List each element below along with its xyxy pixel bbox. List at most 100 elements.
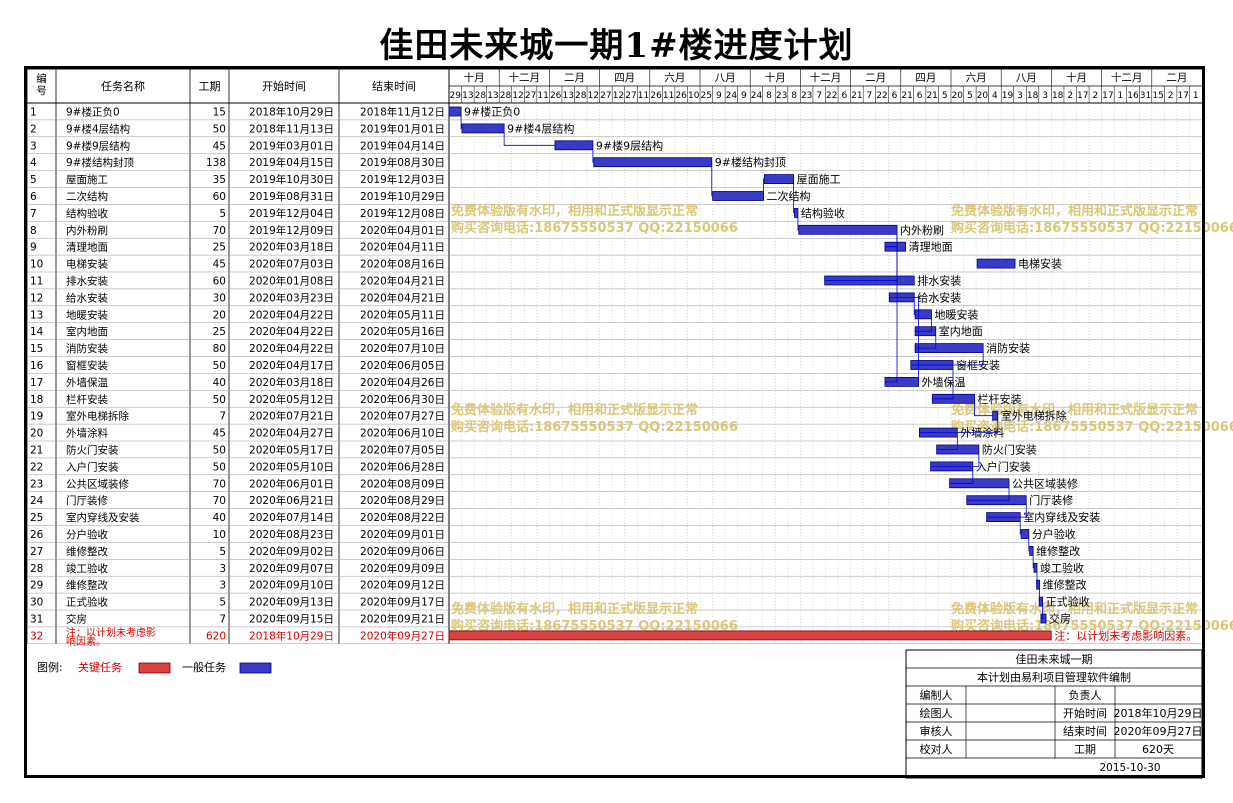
row-end: 2018年11月12日 (360, 106, 445, 119)
row-duration: 50 (213, 461, 226, 473)
row-end: 2019年08月30日 (360, 156, 445, 169)
row-name: 防火门安装 (66, 444, 119, 457)
row-name: 窗框安装 (66, 359, 108, 372)
row-start: 2019年04月15日 (249, 156, 334, 169)
row-id: 25 (30, 512, 43, 524)
week-day-label: 10 (688, 91, 700, 101)
info-software: 本计划由易利项目管理软件编制 (977, 670, 1131, 684)
row-start: 2020年09月07日 (249, 562, 334, 575)
week-day-label: 1 (1118, 91, 1124, 101)
row-start: 2020年03月18日 (249, 376, 334, 389)
dependency-link (884, 234, 898, 383)
dependency-link (930, 454, 980, 467)
row-start: 2020年08月23日 (249, 528, 334, 541)
row-name: 电梯安装 (66, 258, 108, 271)
row-name: 消防安装 (66, 342, 108, 355)
row-duration: 70 (213, 495, 226, 507)
row-id: 23 (30, 478, 43, 490)
dependency-link (910, 352, 984, 366)
row-start: 2019年10月30日 (249, 173, 334, 186)
row-id: 20 (30, 428, 43, 440)
row-id: 17 (30, 377, 43, 389)
week-day-label: 18 (1027, 91, 1039, 101)
week-day-label: 27 (600, 91, 611, 101)
week-day-label: 21 (851, 91, 862, 101)
task-bar-label: 室内穿线及安装 (1023, 510, 1100, 524)
dependency-link (919, 420, 999, 434)
row-id: 13 (30, 309, 43, 321)
row-start: 2020年09月15日 (249, 613, 334, 626)
task-bar-label: 给水安装 (917, 290, 961, 304)
row-end: 2020年06月30日 (360, 393, 445, 406)
row-start: 2019年08月31日 (249, 190, 334, 203)
dependency-link (1028, 538, 1030, 552)
watermark-line2: 购买咨询电话:18675550537 QQ:22150066 (451, 618, 738, 634)
row-name: 地暖安装 (66, 308, 108, 321)
week-day-label: 12 (512, 91, 523, 101)
header-name: 任务名称 (101, 79, 145, 93)
month-label: 十月 (1066, 71, 1087, 84)
row-start: 2020年09月13日 (249, 596, 334, 609)
row-id: 32 (30, 630, 43, 642)
week-day-label: 16 (1127, 91, 1139, 101)
task-bar-label: 电梯安装 (1018, 257, 1062, 271)
task-bar-label: 入户门安装 (976, 459, 1031, 473)
row-id: 11 (30, 276, 43, 288)
row-duration: 3 (219, 563, 226, 575)
row-duration: 3 (219, 580, 226, 592)
row-name: 公共区域装修 (66, 477, 129, 490)
info-value: 2018年10月29日 (1114, 706, 1203, 720)
month-label: 十二月 (810, 71, 842, 84)
row-id: 22 (30, 461, 43, 473)
row-id: 3 (30, 140, 37, 152)
dependency-link (592, 149, 594, 163)
week-day-label: 22 (876, 91, 887, 101)
month-label: 二月 (564, 72, 585, 84)
week-day-label: 23 (801, 91, 812, 101)
row-duration: 5 (219, 546, 226, 558)
row-duration: 45 (213, 428, 226, 440)
row-end: 2019年01月01日 (360, 122, 445, 135)
row-duration: 80 (213, 343, 226, 355)
task-bar-label: 室内地面 (939, 324, 983, 338)
task-bar (976, 258, 1016, 269)
task-bar (448, 106, 462, 117)
task-bar-label: 9#楼9层结构 (596, 138, 663, 152)
info-label: 校对人 (920, 742, 953, 756)
watermark-line1: 免费体验版有水印，相用和正式版显示正常 (951, 601, 1198, 617)
watermark-line2: 购买咨询电话:18675550537 QQ:22150066 (951, 220, 1233, 236)
row-name: 屋面施工 (66, 173, 108, 186)
row-duration: 25 (213, 242, 226, 254)
row-end: 2020年09月21日 (360, 613, 445, 626)
row-id: 26 (30, 529, 44, 541)
row-end: 2020年06月10日 (360, 427, 445, 440)
dependency-link (793, 183, 795, 214)
row-end: 2019年10月29日 (360, 190, 445, 203)
month-label: 四月 (614, 72, 635, 84)
row-name: 清理地面 (66, 241, 108, 254)
week-day-label: 27 (625, 91, 636, 101)
task-bar-label: 排水安装 (917, 274, 961, 288)
week-day-label: 28 (500, 91, 512, 101)
watermark-line2: 购买咨询电话:18675550537 QQ:22150066 (451, 220, 738, 236)
task-bar-label: 室外电梯拆除 (1001, 409, 1067, 423)
week-day-label: 17 (1077, 91, 1088, 101)
row-end: 2020年08月29日 (360, 494, 445, 507)
info-project: 佳田未来城一期 (1016, 652, 1093, 666)
row-id: 7 (30, 208, 37, 220)
legend-normal-label: 一般任务 (182, 661, 226, 674)
row-end: 2020年09月12日 (360, 579, 445, 592)
dependency-link (986, 504, 1027, 518)
watermark-line1: 免费体验版有水印，相用和正式版显示正常 (951, 402, 1198, 418)
row-duration: 35 (213, 174, 226, 186)
row-start: 2020年04月17日 (249, 359, 334, 372)
row-name: 正式验收 (66, 596, 108, 609)
row-name: 9#楼9层结构 (66, 139, 130, 152)
row-start: 2020年06月01日 (249, 477, 334, 490)
row-duration: 40 (213, 512, 226, 524)
task-bar-label: 公共区域装修 (1012, 476, 1078, 490)
info-label: 结束时间 (1063, 725, 1107, 738)
task-bar-label: 分户验收 (1032, 527, 1076, 541)
week-day-label: 6 (892, 91, 898, 101)
row-start: 2018年10月29日 (249, 629, 334, 642)
